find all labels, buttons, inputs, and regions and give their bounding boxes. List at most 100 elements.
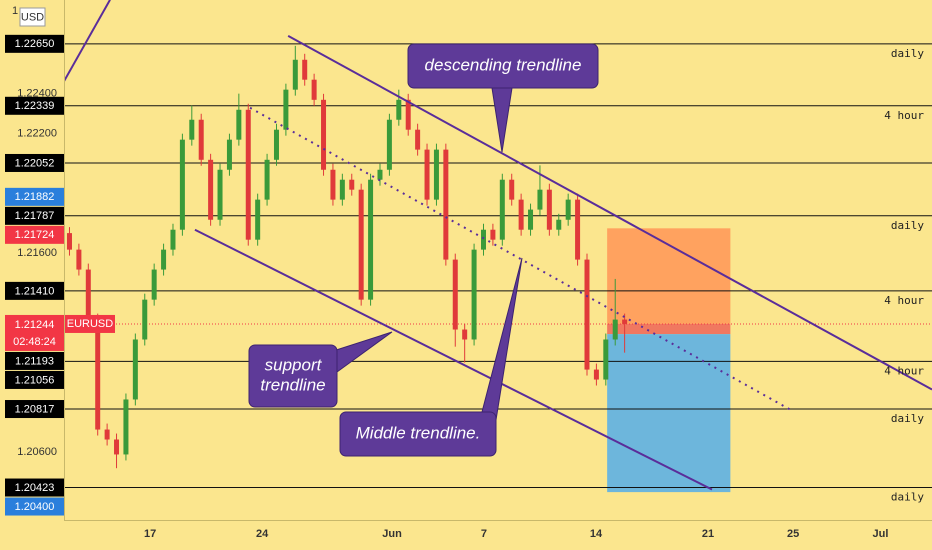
candle-body	[349, 179, 355, 190]
candle-body	[217, 169, 223, 220]
price-label: 1.22052	[15, 157, 55, 169]
candle-body	[311, 79, 317, 100]
candle-body	[537, 189, 543, 210]
currency-label: USD	[21, 11, 44, 23]
callout: descending trendline	[407, 43, 599, 153]
candle-body	[255, 199, 261, 240]
candle-body	[612, 319, 618, 340]
level-note: 4 hour	[884, 109, 924, 122]
y-tick-label: 1.22200	[17, 127, 57, 139]
countdown-label: 02:48:24	[13, 336, 56, 348]
price-label: 1.22339	[15, 100, 55, 112]
candle-body	[95, 319, 101, 430]
candle-body	[76, 249, 82, 270]
candle-body	[546, 189, 552, 230]
candle-body	[264, 159, 270, 200]
trendline	[287, 34, 932, 391]
y-tick-label: 1.21600	[17, 247, 57, 259]
candle-body	[443, 149, 449, 260]
x-tick-label: Jul	[873, 528, 889, 540]
candle-body	[377, 169, 383, 180]
candle-body	[208, 159, 214, 220]
price-label-box	[5, 34, 64, 53]
price-label: 1.20400	[15, 501, 55, 513]
callout-box	[407, 43, 599, 89]
candle-body	[490, 229, 496, 240]
level-note: 4 hour	[884, 294, 924, 307]
candle-body	[556, 219, 562, 230]
symbol-box	[65, 314, 115, 333]
level-note: daily	[891, 47, 924, 60]
x-tick-label: 24	[256, 528, 269, 540]
candle-body	[396, 99, 402, 120]
price-axis: 1.22400 1.22200 1.21600 1.20600 1.22650 1.223…	[5, 34, 64, 516]
entry-zone	[607, 323, 731, 335]
candle-body	[85, 269, 91, 320]
candle-body	[433, 149, 439, 200]
price-label: 1.20423	[15, 482, 55, 494]
level-note: daily	[891, 491, 924, 504]
price-label-box	[5, 206, 64, 225]
callout: Middle trendline.	[339, 257, 523, 457]
price-label-box	[5, 225, 64, 244]
currency-box	[19, 7, 46, 27]
current-price-label: 1.21244	[15, 319, 55, 331]
candle-body	[179, 139, 185, 230]
current-price-box	[5, 314, 64, 351]
price-label-box	[5, 370, 64, 389]
price-label: 1.21410	[15, 285, 55, 297]
price-label-box	[5, 400, 64, 419]
candle-body	[575, 199, 581, 260]
trendline	[249, 106, 791, 411]
callout-box	[248, 344, 338, 408]
price-label: 1.22650	[15, 38, 55, 50]
candle-body	[330, 169, 336, 200]
price-label: 1.21056	[15, 374, 55, 386]
candle-body	[283, 89, 289, 130]
candle-body	[189, 119, 195, 140]
level-note: daily	[891, 412, 924, 425]
x-tick-label: Jun	[382, 528, 402, 540]
candle-body	[424, 149, 430, 200]
price-label: 1.21193	[15, 355, 54, 367]
price-label-box	[5, 478, 64, 497]
trendline	[65, 0, 111, 82]
candle-body	[518, 199, 524, 230]
price-label: 1.20817	[15, 403, 55, 415]
x-tick-label: 17	[144, 528, 156, 540]
candle-body	[161, 249, 167, 270]
candle-body	[302, 59, 308, 80]
price-label: 1.21787	[15, 210, 55, 222]
candle-body	[292, 59, 298, 90]
callout-text: trendline	[260, 375, 325, 394]
x-tick-label: 25	[787, 528, 799, 540]
candle-body	[415, 129, 421, 150]
trendline	[194, 228, 713, 491]
x-tick-label: 14	[590, 528, 603, 540]
candle-body	[321, 99, 327, 170]
price-label: 1.21724	[15, 229, 55, 241]
candle-body	[273, 129, 279, 160]
candle-body	[170, 229, 176, 250]
scale-label: 1	[12, 5, 18, 17]
price-label-box	[5, 351, 64, 370]
candle-body	[386, 119, 392, 170]
candle-body	[405, 99, 411, 130]
level-note: 4 hour	[884, 364, 924, 377]
candle-body	[358, 189, 364, 300]
price-label-box	[5, 281, 64, 300]
candle-body	[462, 329, 468, 340]
candle-body	[499, 179, 505, 240]
candle-body	[471, 249, 477, 340]
price-label-box	[5, 96, 64, 115]
x-tick-label: 7	[481, 528, 487, 540]
y-tick-label: 1.22400	[17, 88, 57, 100]
price-label-box	[5, 187, 64, 206]
price-label-box	[5, 497, 64, 516]
x-tick-label: 21	[702, 528, 714, 540]
candle-body	[236, 109, 242, 140]
